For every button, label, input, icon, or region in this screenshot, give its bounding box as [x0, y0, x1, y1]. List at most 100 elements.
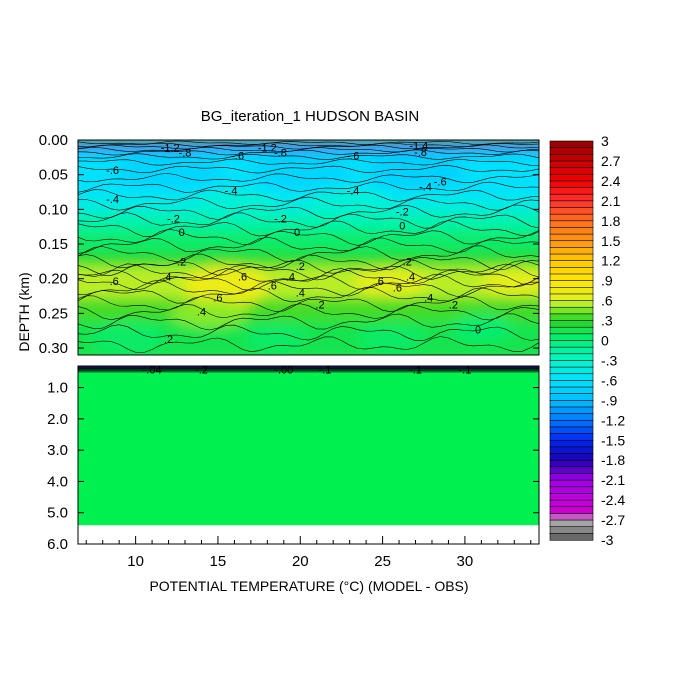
x-tick-label: 20	[292, 553, 309, 570]
colorbar-box	[549, 173, 594, 182]
contour-line	[78, 313, 539, 331]
contour-line	[78, 181, 539, 193]
colorbar-label: .3	[601, 313, 613, 329]
contour-line	[78, 324, 539, 342]
colorbar-box	[549, 506, 594, 514]
contour-label: .6	[110, 276, 119, 288]
contour-label: -.4	[106, 194, 119, 206]
colorbar-box	[549, 280, 594, 288]
contour-line	[78, 142, 539, 148]
colorbar-box	[549, 260, 594, 268]
colorbar-label: -1.8	[601, 452, 625, 468]
x-tick-label: 30	[457, 553, 474, 570]
colorbar-box	[549, 453, 594, 461]
contour-line	[78, 196, 539, 211]
colorbar-box	[549, 386, 594, 395]
x-tick-label: 15	[210, 553, 227, 570]
contour-label: -.2	[195, 364, 208, 376]
colorbar-box	[549, 160, 594, 169]
y-tick-label: 5.0	[47, 505, 68, 522]
colorbar-label: 1.5	[601, 233, 621, 249]
field-patch	[170, 299, 250, 328]
colorbar-box	[549, 154, 594, 162]
colorbar-box	[549, 193, 594, 202]
contour-label: .2	[449, 299, 458, 311]
colorbar-label: -1.5	[601, 432, 625, 448]
contour-label: -.04	[143, 364, 162, 376]
y-tick-label: 0.25	[39, 305, 68, 322]
colorbar-box	[549, 400, 594, 408]
contour-label: -1.2	[161, 143, 180, 155]
colorbar-label: 1.2	[601, 253, 621, 269]
upper-panel-frame	[77, 139, 540, 356]
colorbar-box	[549, 513, 594, 521]
contour-label: -.8	[414, 147, 427, 159]
contour-label: .2	[315, 299, 324, 311]
colorbar-box	[549, 286, 594, 295]
contour-label: .4	[286, 272, 295, 284]
contour-label: .2	[403, 256, 412, 268]
contour-label: .6	[393, 283, 402, 295]
colorbar-box	[549, 273, 594, 282]
chart-title: BG_iteration_1 HUDSON BASIN	[201, 108, 419, 125]
colorbar-box	[549, 426, 594, 435]
y-tick-label: 0.15	[39, 236, 68, 253]
colorbar-box	[549, 267, 594, 275]
field-band	[78, 195, 539, 213]
colorbar-label: .6	[601, 293, 613, 309]
colorbar-box	[549, 313, 594, 322]
colorbar-box	[549, 213, 594, 222]
y-tick-label: 2.0	[47, 411, 68, 428]
x-tick-label: 10	[127, 553, 144, 570]
colorbar-box	[549, 233, 594, 242]
colorbar-box	[549, 393, 594, 401]
field-patch	[193, 188, 276, 217]
field-patch	[451, 313, 512, 342]
colorbar-box	[549, 200, 594, 209]
colorbar-box	[549, 353, 594, 362]
lower-panel-fill	[78, 366, 539, 526]
colorbar-box	[549, 459, 594, 468]
contour-label: -.6	[434, 177, 447, 189]
colorbar-label: -2.7	[601, 512, 625, 528]
contour-label: .4	[406, 272, 415, 284]
colorbar-box	[549, 346, 594, 355]
contour-line	[78, 140, 539, 146]
contour-label: 0	[294, 227, 300, 239]
colorbar-box	[549, 247, 594, 255]
colorbar-box	[549, 147, 594, 155]
contour-line	[78, 286, 539, 304]
colorbar-box	[549, 380, 594, 388]
y-tick-label: 4.0	[47, 473, 68, 490]
contour-line	[78, 149, 539, 156]
colorbar-box	[549, 406, 594, 415]
colorbar-box	[549, 373, 594, 381]
x-axis-label: POTENTIAL TEMPERATURE (°C) (MODEL - OBS)	[149, 578, 468, 594]
colorbar-box	[549, 366, 594, 375]
contour-label: -.1	[458, 364, 471, 376]
colorbar-box	[549, 207, 594, 215]
contour-line	[78, 165, 539, 174]
y-axis-label: DEPTH (km)	[16, 272, 32, 351]
colorbar-label: 3	[601, 133, 609, 149]
contour-line	[78, 153, 539, 160]
contour-label: -.8	[179, 148, 192, 160]
colorbar-box	[549, 167, 594, 175]
y-tick-label: 0.00	[39, 132, 68, 149]
contour-label: .2	[164, 334, 173, 346]
colorbar-box	[549, 293, 594, 302]
colorbar-label: -2.1	[601, 472, 625, 488]
contour-label: -.4	[225, 186, 238, 198]
colorbar-box	[549, 360, 594, 368]
contour-label: .6	[213, 292, 222, 304]
contour-label: -.4	[419, 182, 432, 194]
contour-line	[78, 189, 539, 202]
contour-label: -.2	[396, 206, 409, 218]
field-patch	[354, 266, 428, 298]
contour-line	[78, 173, 539, 184]
field-band	[78, 366, 539, 369]
colorbar-box	[549, 340, 594, 348]
contour-line	[78, 158, 539, 166]
contour-line	[78, 253, 539, 271]
contour-line	[78, 273, 539, 291]
